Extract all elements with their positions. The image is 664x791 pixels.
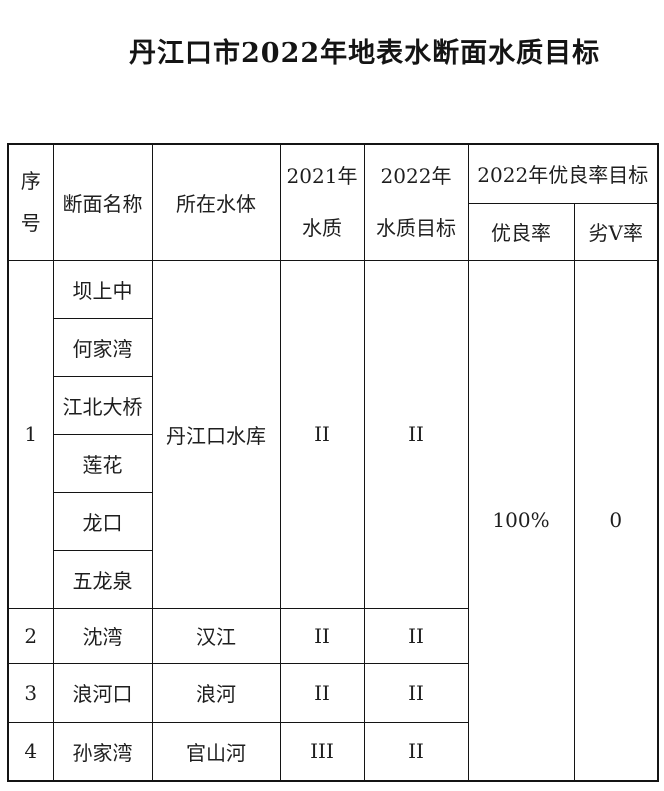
header-rate-poor: 劣V率 xyxy=(573,202,659,261)
quality-2021-cell: III xyxy=(279,721,365,782)
seq-cell: 3 xyxy=(7,662,54,723)
header-quality-2021-line1: 2021年 xyxy=(286,164,358,189)
quality-2021-cell: II xyxy=(279,607,365,664)
quality-2021-cell: II xyxy=(279,662,365,723)
document-title: 丹江口市2022年地表水断面水质目标 xyxy=(129,38,601,69)
table-row: 3 浪河口 浪河 II II xyxy=(7,662,658,723)
target-2022-cell: II xyxy=(363,259,469,609)
quality-2021-cell: II xyxy=(279,259,365,609)
table-row: 2 沈湾 汉江 II II xyxy=(7,607,658,664)
table-row: 1 坝上中 丹江口水库 II II 100% 0 xyxy=(7,259,659,782)
target-2022-cell: II xyxy=(363,662,469,723)
rate-poor-cell: 0 xyxy=(573,259,659,782)
header-target-2022-line2: 水质目标 xyxy=(376,216,456,241)
header-rate-group: 2022年优良率目标 xyxy=(467,143,659,204)
target-2022-cell: II xyxy=(363,607,469,664)
section-cell: 五龙泉 xyxy=(52,549,153,609)
water-quality-table: 序号 断面名称 所在水体 2021年 水质 2022年 水质目标 2022年优良… xyxy=(7,143,659,782)
water-body-cell: 丹江口水库 xyxy=(151,259,281,609)
table-row: 4 孙家湾 官山河 III II xyxy=(7,721,658,782)
header-row-top: 序号 断面名称 所在水体 2021年 水质 2022年 水质目标 2022年优良… xyxy=(7,143,659,261)
header-rate-good: 优良率 xyxy=(467,202,575,261)
seq-cell: 2 xyxy=(7,607,54,664)
header-target-2022: 2022年 水质目标 xyxy=(363,143,469,261)
seq-cell: 1 xyxy=(7,259,54,609)
section-cell: 龙口 xyxy=(52,491,153,551)
header-section-name: 断面名称 xyxy=(52,143,153,261)
section-cell: 坝上中 xyxy=(52,259,153,319)
section-cell: 莲花 xyxy=(52,433,153,493)
section-cell: 浪河口 xyxy=(52,662,153,723)
header-water-body: 所在水体 xyxy=(151,143,281,261)
target-2022-cell: II xyxy=(363,721,469,782)
table-row: 龙口 xyxy=(8,491,658,551)
section-cell: 孙家湾 xyxy=(52,721,153,782)
water-body-cell: 官山河 xyxy=(151,721,281,782)
section-cell: 何家湾 xyxy=(52,317,153,377)
header-seq-label: 序号 xyxy=(20,169,41,236)
section-cell: 沈湾 xyxy=(52,607,153,664)
seq-cell: 4 xyxy=(7,721,54,782)
header-row-bottom: 优良率 劣V率 xyxy=(8,202,659,261)
header-seq: 序号 xyxy=(7,143,54,261)
table-row: 何家湾 xyxy=(8,317,658,377)
water-body-cell: 浪河 xyxy=(151,662,281,723)
header-target-2022-line1: 2022年 xyxy=(380,164,452,189)
water-body-cell: 汉江 xyxy=(151,607,281,664)
header-quality-2021: 2021年 水质 xyxy=(279,143,365,261)
section-cell: 江北大桥 xyxy=(52,375,153,435)
rate-good-cell: 100% xyxy=(467,259,575,782)
header-quality-2021-line2: 水质 xyxy=(302,216,342,241)
